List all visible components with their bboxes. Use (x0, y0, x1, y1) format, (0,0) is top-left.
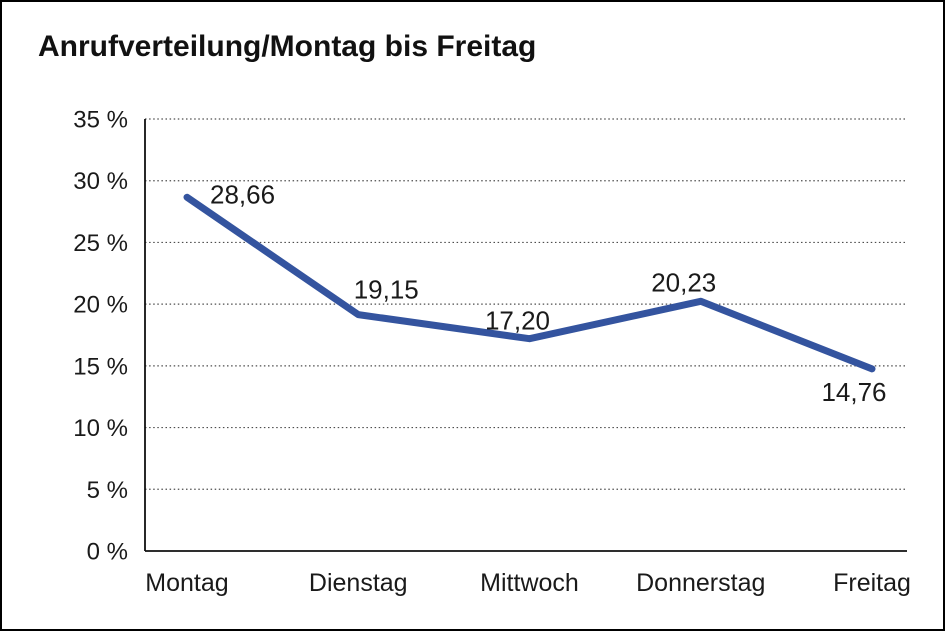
y-tick-label: 35 % (73, 107, 128, 134)
y-tick-label: 15 % (73, 353, 128, 380)
x-tick-label: Montag (145, 569, 228, 597)
data-label: 19,15 (354, 275, 419, 305)
y-tick-label: 0 % (87, 539, 128, 566)
data-line (183, 193, 876, 373)
chart-title: Anrufverteilung/Montag bis Freitag (38, 30, 537, 63)
y-tick-label: 5 % (87, 477, 128, 504)
data-label: 28,66 (210, 179, 275, 209)
y-tick-label: 30 % (73, 168, 128, 195)
x-tick-label: Donnerstag (636, 569, 765, 597)
data-label: 14,76 (821, 377, 886, 407)
y-tick-label: 25 % (73, 230, 128, 257)
y-tick-label: 10 % (73, 415, 128, 442)
data-label: 20,23 (651, 267, 716, 297)
x-tick-label: Dienstag (309, 569, 408, 597)
x-tick-label: Freitag (833, 569, 911, 597)
y-tick-label: 20 % (73, 292, 128, 319)
data-label: 17,20 (485, 306, 550, 336)
x-tick-label: Mittwoch (480, 569, 579, 597)
